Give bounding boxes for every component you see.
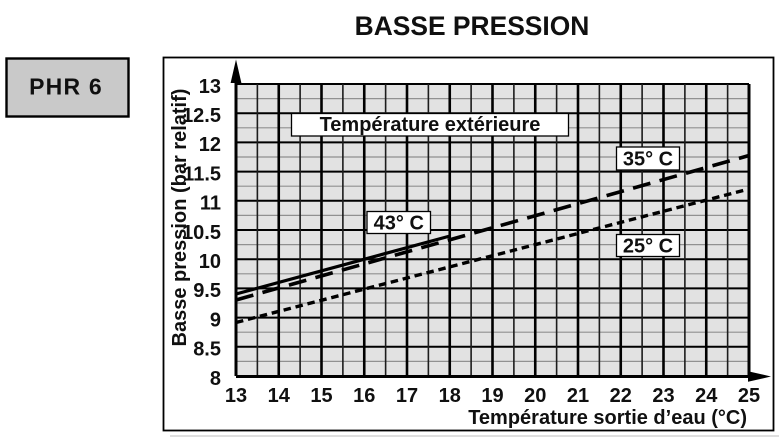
svg-text:14: 14 [268, 385, 291, 407]
svg-text:43° C: 43° C [374, 212, 424, 234]
svg-text:35° C: 35° C [623, 148, 673, 170]
svg-text:22: 22 [610, 385, 632, 407]
svg-text:24: 24 [695, 385, 718, 407]
svg-text:13: 13 [199, 76, 221, 98]
svg-text:23: 23 [652, 385, 674, 407]
svg-text:21: 21 [567, 385, 589, 407]
svg-text:Basse pression (bar relatif): Basse pression (bar relatif) [169, 89, 191, 347]
svg-text:20: 20 [524, 385, 546, 407]
svg-text:Température extérieure: Température extérieure [320, 114, 541, 136]
svg-text:18: 18 [439, 385, 461, 407]
svg-text:9: 9 [210, 309, 221, 331]
svg-text:10: 10 [199, 251, 221, 273]
svg-text:PHR 6: PHR 6 [29, 74, 103, 100]
svg-text:25: 25 [738, 385, 760, 407]
svg-text:9.5: 9.5 [193, 280, 221, 302]
svg-text:11.5: 11.5 [183, 163, 221, 185]
svg-text:Température sortie d’eau (°C): Température sortie d’eau (°C) [468, 407, 747, 429]
svg-text:25° C: 25° C [623, 236, 673, 258]
svg-text:13: 13 [225, 385, 247, 407]
svg-text:15: 15 [310, 385, 332, 407]
svg-text:17: 17 [396, 385, 418, 407]
svg-text:BASSE PRESSION: BASSE PRESSION [355, 11, 590, 41]
svg-text:12: 12 [199, 134, 221, 156]
svg-text:8.5: 8.5 [193, 339, 221, 361]
svg-text:11: 11 [200, 193, 221, 215]
svg-text:10.5: 10.5 [182, 222, 221, 244]
svg-text:19: 19 [481, 385, 503, 407]
svg-text:12.5: 12.5 [182, 105, 221, 127]
svg-text:16: 16 [353, 385, 375, 407]
svg-text:8: 8 [210, 368, 221, 390]
